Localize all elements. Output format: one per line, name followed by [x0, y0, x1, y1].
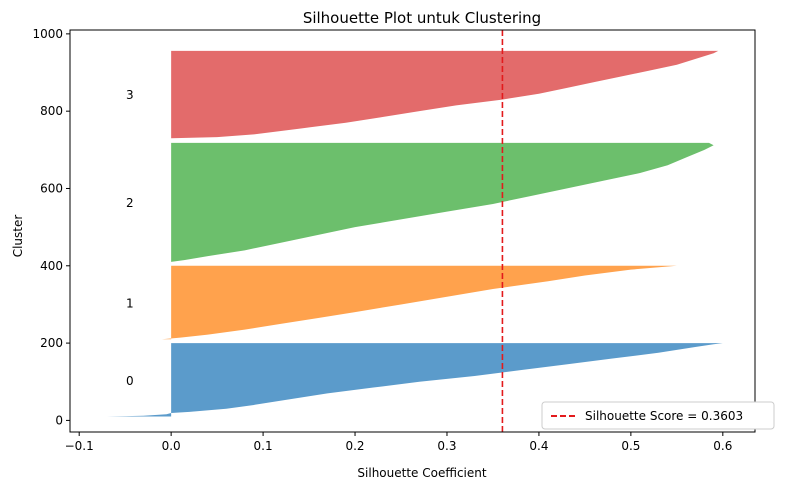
y-tick-label: 400 — [40, 259, 63, 273]
chart-title: Silhouette Plot untuk Clustering — [303, 9, 541, 27]
x-tick-label: 0.6 — [713, 439, 732, 453]
x-tick-label: −0.1 — [65, 439, 94, 453]
y-tick-label: 600 — [40, 181, 63, 195]
plot-frame — [69, 29, 756, 433]
x-axis-label: Silhouette Coefficient — [357, 466, 486, 480]
x-tick-label: 0.5 — [621, 439, 640, 453]
x-tick-label: 0.1 — [254, 439, 273, 453]
legend-label: Silhouette Score = 0.3603 — [585, 409, 743, 423]
y-tick-label: 200 — [40, 336, 63, 350]
legend-box — [541, 401, 775, 430]
cluster-3-silhouette — [171, 50, 719, 139]
y-tick-label: 1000 — [32, 27, 63, 41]
x-tick-label: 0.2 — [345, 439, 364, 453]
cluster-label-0: 0 — [126, 374, 134, 388]
plot-area: 0 1 2 3 −0.1 0.0 0.1 0.2 0.3 0.4 0.5 0.6 0 200 400 600 8… — [32, 27, 756, 453]
cluster-2-silhouette — [171, 142, 714, 262]
cluster-0-silhouette — [106, 343, 723, 417]
y-tick-label: 800 — [40, 104, 63, 118]
cluster-1-silhouette — [161, 265, 677, 340]
x-tick-label: 0.3 — [437, 439, 456, 453]
cluster-label-3: 3 — [126, 88, 134, 102]
x-tick-label: 0.4 — [529, 439, 548, 453]
cluster-label-1: 1 — [126, 297, 134, 311]
x-tick-label: 0.0 — [162, 439, 181, 453]
cluster-label-2: 2 — [126, 196, 134, 210]
y-tick-label: 0 — [55, 413, 63, 427]
legend: Silhouette Score = 0.3603 — [541, 401, 775, 430]
y-axis-label: Cluster — [11, 215, 25, 258]
